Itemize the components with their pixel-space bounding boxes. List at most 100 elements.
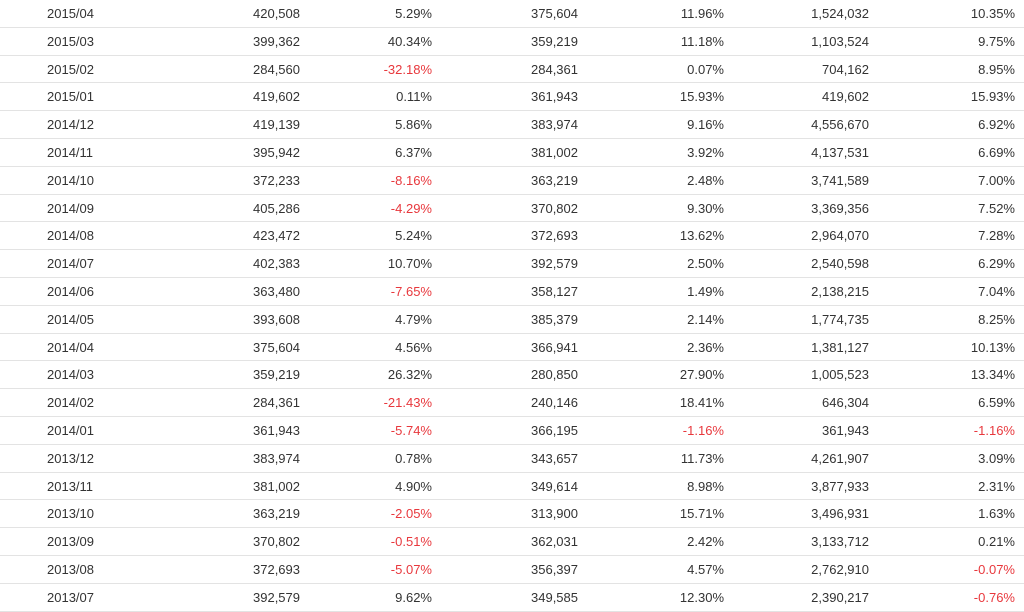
row-value-2: 240,146 xyxy=(531,395,578,411)
row-percent-2: 0.07% xyxy=(687,61,724,77)
table-row: 2015/02 284,560 -32.18% 284,361 0.07% 704,162… xyxy=(0,56,1024,84)
row-percent-2: -1.16% xyxy=(682,422,724,438)
row-percent-3: 6.29% xyxy=(978,256,1015,272)
row-percent-1: -0.51% xyxy=(390,534,432,550)
row-value-2: 358,127 xyxy=(531,283,578,299)
row-date: 2013/08 xyxy=(47,561,94,577)
row-value-3: 1,005,523 xyxy=(811,367,869,383)
row-value-3: 4,137,531 xyxy=(811,144,869,160)
row-value-2: 392,579 xyxy=(531,256,578,272)
row-percent-2: 8.98% xyxy=(687,478,724,494)
row-value-1: 405,286 xyxy=(253,200,300,216)
row-value-3: 419,602 xyxy=(822,89,869,105)
table-row: 2015/04 420,508 5.29% 375,604 11.96% 1,524,03… xyxy=(0,0,1024,28)
row-value-2: 381,002 xyxy=(531,144,578,160)
row-percent-1: 5.29% xyxy=(395,6,432,21)
row-percent-3: -0.07% xyxy=(973,561,1015,577)
table-row: 2015/03 399,362 40.34% 359,219 11.18% 1,103,5… xyxy=(0,28,1024,56)
row-value-3: 1,103,524 xyxy=(811,33,869,49)
row-value-1: 383,974 xyxy=(253,450,300,466)
row-percent-2: 15.71% xyxy=(679,506,724,522)
row-percent-2: 27.90% xyxy=(679,367,724,383)
row-percent-2: 9.16% xyxy=(687,117,724,133)
row-date: 2014/07 xyxy=(47,256,94,272)
row-date: 2014/02 xyxy=(47,395,94,411)
table-row: 2013/08 372,693 -5.07% 356,397 4.57% 2,762,91… xyxy=(0,556,1024,584)
row-percent-3: 9.75% xyxy=(978,33,1015,49)
row-value-3: 361,943 xyxy=(822,422,869,438)
row-value-1: 392,579 xyxy=(253,589,300,605)
row-percent-1: -2.05% xyxy=(390,506,432,522)
row-value-1: 372,233 xyxy=(253,172,300,188)
row-value-1: 381,002 xyxy=(253,478,300,494)
row-value-1: 395,942 xyxy=(253,144,300,160)
row-value-1: 372,693 xyxy=(253,561,300,577)
row-value-1: 359,219 xyxy=(253,367,300,383)
row-value-2: 362,031 xyxy=(531,534,578,550)
row-date: 2014/03 xyxy=(47,367,94,383)
table-row: 2014/11 395,942 6.37% 381,002 3.92% 4,137,531… xyxy=(0,139,1024,167)
row-value-3: 1,524,032 xyxy=(811,6,869,21)
row-percent-1: 5.86% xyxy=(395,117,432,133)
table-row: 2014/01 361,943 -5.74% 366,195 -1.16% 361,943… xyxy=(0,417,1024,445)
row-date: 2014/11 xyxy=(47,144,94,160)
row-percent-3: 10.35% xyxy=(970,6,1015,21)
row-date: 2013/09 xyxy=(47,534,94,550)
row-value-2: 372,693 xyxy=(531,228,578,244)
row-value-2: 343,657 xyxy=(531,450,578,466)
row-percent-2: 3.92% xyxy=(687,144,724,160)
row-percent-2: 11.18% xyxy=(680,33,724,49)
row-date: 2013/12 xyxy=(47,450,94,466)
row-percent-3: 8.25% xyxy=(978,311,1015,327)
row-percent-3: 7.00% xyxy=(978,172,1015,188)
row-date: 2014/09 xyxy=(47,200,94,216)
row-value-2: 349,585 xyxy=(531,589,578,605)
row-value-2: 359,219 xyxy=(531,33,578,49)
row-value-2: 370,802 xyxy=(531,200,578,216)
row-value-3: 704,162 xyxy=(822,61,869,77)
row-percent-3: 3.09% xyxy=(978,450,1015,466)
row-percent-2: 2.50% xyxy=(687,256,724,272)
row-value-2: 363,219 xyxy=(531,172,578,188)
row-value-3: 1,774,735 xyxy=(811,311,869,327)
table-row: 2014/07 402,383 10.70% 392,579 2.50% 2,540,59… xyxy=(0,250,1024,278)
row-value-1: 363,219 xyxy=(253,506,300,522)
row-date: 2014/06 xyxy=(47,283,94,299)
row-percent-1: -5.74% xyxy=(390,422,432,438)
row-percent-2: 9.30% xyxy=(687,200,724,216)
row-date: 2015/04 xyxy=(47,6,94,21)
row-percent-1: 9.62% xyxy=(395,589,432,605)
table-row: 2015/01 419,602 0.11% 361,943 15.93% 419,602 1… xyxy=(0,83,1024,112)
row-value-1: 284,560 xyxy=(253,61,300,77)
row-percent-3: 6.59% xyxy=(978,395,1015,411)
table-row: 2013/10 363,219 -2.05% 313,900 15.71% 3,496,9… xyxy=(0,500,1024,529)
row-percent-2: 11.73% xyxy=(680,450,724,466)
row-value-2: 366,195 xyxy=(531,422,578,438)
table-row: 2014/09 405,286 -4.29% 370,802 9.30% 3,369,35… xyxy=(0,195,1024,223)
row-percent-3: 6.69% xyxy=(978,144,1015,160)
row-value-1: 419,139 xyxy=(253,117,300,133)
row-percent-3: 6.92% xyxy=(978,117,1015,133)
row-percent-3: 13.34% xyxy=(970,367,1015,383)
row-value-3: 2,390,217 xyxy=(811,589,869,605)
row-value-2: 280,850 xyxy=(531,367,578,383)
table-row: 2014/02 284,361 -21.43% 240,146 18.41% 646,30… xyxy=(0,389,1024,417)
row-value-2: 366,941 xyxy=(531,339,578,355)
row-value-3: 4,261,907 xyxy=(811,450,869,466)
row-percent-1: -4.29% xyxy=(390,200,432,216)
row-percent-1: 0.78% xyxy=(395,450,432,466)
row-value-3: 2,138,215 xyxy=(811,283,869,299)
row-value-3: 3,741,589 xyxy=(811,172,869,188)
row-value-1: 402,383 xyxy=(253,256,300,272)
row-value-1: 361,943 xyxy=(253,422,300,438)
row-value-3: 1,381,127 xyxy=(811,339,869,355)
row-value-1: 419,602 xyxy=(253,89,300,105)
row-value-1: 420,508 xyxy=(253,6,300,21)
row-percent-1: 4.79% xyxy=(395,311,432,327)
row-date: 2014/04 xyxy=(47,339,94,355)
table-row: 2014/04 375,604 4.56% 366,941 2.36% 1,381,127… xyxy=(0,334,1024,362)
table-row: 2014/08 423,472 5.24% 372,693 13.62% 2,964,07… xyxy=(0,222,1024,251)
row-percent-1: 40.34% xyxy=(387,33,432,49)
row-percent-1: 0.11% xyxy=(396,89,432,105)
